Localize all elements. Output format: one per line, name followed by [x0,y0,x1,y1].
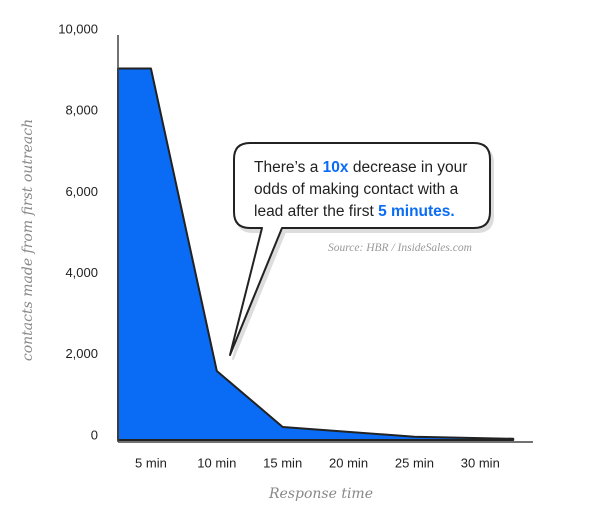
x-tick-label: 25 min [395,455,434,470]
x-tick-label: 15 min [263,455,302,470]
area [117,67,515,441]
annotation-highlight: 5 minutes. [378,203,455,220]
annotation-highlight: 10x [322,159,349,176]
x-tick-label: 20 min [329,455,368,470]
x-tick-label: 30 min [461,455,500,470]
callout-bubble [229,142,491,356]
y-tick-label: 10,000 [58,21,98,36]
x-tick-label: 10 min [197,455,236,470]
y-tick-label: 0 [91,427,98,442]
y-tick-label: 2,000 [65,346,98,361]
y-tick-label: 8,000 [65,103,98,118]
annotation-text: decrease in your odds of making contact … [254,159,468,220]
y-axis-label: contacts made from first outreach [20,119,36,361]
annotation-text: There’s a [254,159,323,176]
annotation: There’s a 10x decrease in your odds of m… [254,157,486,223]
x-axis-label: Response time [268,486,373,502]
source: Source: HBR / InsideSales.com [328,242,472,254]
y-tick-label: 6,000 [65,184,98,199]
x-tick-label: 5 min [135,455,167,470]
y-tick-label: 4,000 [65,265,98,280]
